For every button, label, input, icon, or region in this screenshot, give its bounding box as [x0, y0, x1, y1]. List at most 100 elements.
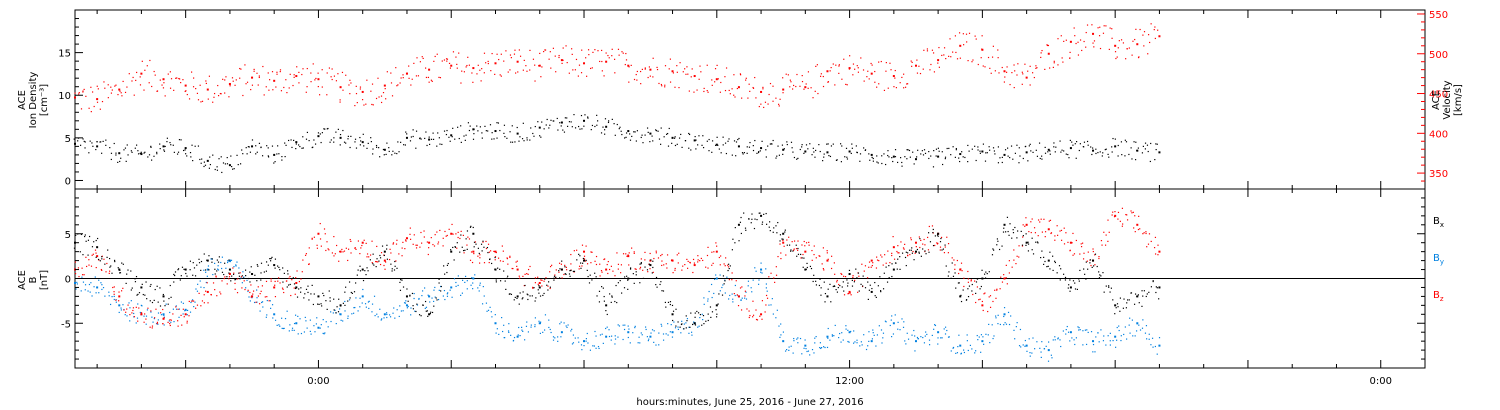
velocity-sample	[267, 72, 269, 74]
by-sample	[1128, 324, 1130, 326]
velocity-point	[339, 86, 342, 89]
density-sample	[746, 152, 748, 154]
velocity-sample	[1097, 27, 1099, 29]
density-sample	[233, 168, 235, 170]
velocity-sample	[306, 67, 308, 70]
bx-point	[1003, 223, 1006, 226]
bx-sample	[610, 301, 612, 304]
bx-sample	[95, 239, 97, 242]
bx-sample	[333, 309, 335, 311]
velocity-sample	[342, 89, 344, 91]
density-sample	[226, 156, 228, 159]
bz-sample	[1018, 245, 1020, 247]
bx-sample	[250, 266, 252, 268]
bx-sample	[494, 268, 496, 270]
by-sample	[539, 322, 542, 324]
bx-sample	[286, 286, 288, 288]
bz-sample	[875, 267, 878, 269]
by-sample	[170, 321, 172, 323]
bz-sample	[765, 304, 767, 306]
density-sample	[649, 141, 651, 143]
by-sample	[482, 285, 484, 288]
by-sample	[76, 281, 78, 284]
bx-sample	[690, 312, 692, 314]
by-sample	[747, 280, 750, 282]
bx-sample	[1136, 295, 1138, 298]
bx-sample	[899, 256, 901, 258]
bx-sample	[325, 300, 327, 302]
velocity-sample	[843, 58, 845, 60]
velocity-sample	[937, 62, 939, 64]
bz-sample	[380, 252, 383, 254]
bx-sample	[1021, 244, 1024, 246]
by-point	[273, 313, 276, 316]
bx-sample	[626, 275, 628, 277]
by-sample	[367, 301, 370, 303]
density-sample	[1009, 156, 1011, 159]
density-sample	[409, 140, 412, 142]
by-sample	[479, 282, 481, 284]
bz-sample	[203, 302, 205, 304]
by-sample	[495, 332, 497, 334]
velocity-sample	[355, 85, 357, 87]
density-sample	[451, 136, 453, 138]
bz-sample	[296, 270, 298, 272]
velocity-sample	[244, 64, 246, 66]
velocity-sample	[899, 82, 901, 84]
velocity-sample	[499, 74, 501, 76]
density-sample	[209, 156, 211, 158]
bz-sample	[347, 248, 350, 250]
bx-sample	[340, 305, 342, 307]
bz-sample	[541, 279, 543, 281]
density-sample	[185, 153, 187, 155]
density-sample	[163, 150, 166, 152]
density-sample	[1155, 143, 1157, 145]
bx-sample	[296, 296, 299, 298]
by-sample	[875, 345, 877, 347]
bz-sample	[1050, 232, 1053, 234]
velocity-sample	[874, 70, 876, 73]
velocity-sample	[275, 86, 277, 88]
by-sample	[109, 303, 112, 306]
bz-sample	[963, 277, 965, 279]
density-sample	[526, 139, 528, 141]
bz-sample	[383, 264, 385, 267]
bx-point	[693, 322, 696, 325]
by-sample	[819, 342, 822, 344]
velocity-sample	[991, 56, 994, 58]
by-sample	[236, 261, 238, 263]
bx-sample	[721, 294, 724, 296]
by-sample	[404, 302, 407, 304]
density-sample	[405, 131, 407, 133]
velocity-sample	[149, 59, 151, 62]
bz-sample	[897, 252, 899, 254]
by-sample	[89, 291, 91, 293]
density-sample	[1128, 153, 1130, 156]
density-sample	[1131, 158, 1133, 160]
bz-sample	[371, 240, 373, 242]
velocity-sample	[992, 45, 994, 47]
bx-sample	[469, 226, 472, 228]
bx-sample	[549, 286, 551, 288]
velocity-sample	[561, 62, 563, 64]
velocity-sample	[1147, 53, 1149, 55]
bz-sample	[281, 287, 284, 289]
velocity-sample	[185, 90, 187, 92]
bz-sample	[868, 266, 870, 268]
bx-sample	[765, 212, 767, 215]
by-sample	[963, 349, 965, 351]
by-sample	[670, 324, 672, 326]
bx-sample	[504, 280, 506, 282]
by-sample	[294, 314, 297, 316]
density-sample	[208, 167, 211, 169]
velocity-point	[1047, 52, 1050, 55]
by-sample	[803, 347, 805, 349]
bz-sample	[345, 247, 347, 249]
by-sample	[571, 328, 573, 330]
bz-sample	[591, 251, 593, 253]
by-sample	[191, 299, 194, 301]
velocity-sample	[592, 51, 594, 53]
bz-sample	[631, 247, 633, 249]
bx-sample	[286, 270, 289, 272]
bx-point	[760, 214, 763, 217]
